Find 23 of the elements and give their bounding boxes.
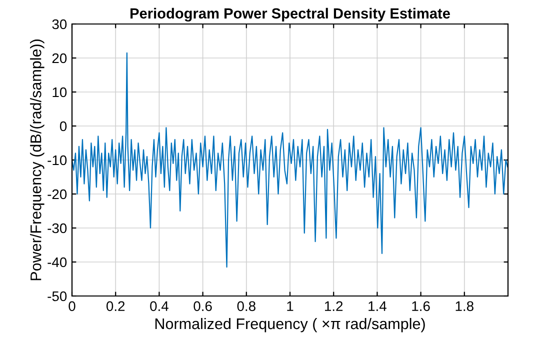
y-tick-label: -20: [48, 189, 67, 200]
y-tick-label: -30: [48, 223, 67, 234]
x-tick-label: 0: [68, 301, 76, 312]
y-tick-label: 10: [52, 87, 67, 98]
y-tick-label: -50: [48, 291, 67, 302]
x-axis-title: Normalized Frequency ( ×π rad/sample): [155, 318, 425, 332]
line-series: [72, 52, 508, 268]
x-tick-label: 1.6: [412, 301, 430, 312]
y-axis-title: Power/Frequency (dB/(rad/sample)): [30, 40, 44, 280]
y-tick-label: -40: [48, 257, 67, 268]
x-tick-label: 0.2: [106, 301, 125, 312]
y-tick-label: 0: [60, 121, 67, 132]
x-tick-label: 1: [287, 301, 294, 311]
x-tick-label: 0.6: [194, 301, 212, 312]
x-tick-label: 0.8: [237, 301, 256, 312]
y-tick-label: 20: [52, 53, 67, 64]
x-tick-label: 0.4: [150, 301, 168, 312]
x-tick-label: 1.8: [456, 301, 474, 312]
chart-title: Periodogram Power Spectral Density Estimate: [130, 8, 450, 22]
y-tick-label: -10: [48, 155, 67, 166]
x-tick-label: 1.2: [325, 301, 343, 311]
y-tick-label: 30: [52, 19, 67, 30]
x-tick-label: 1.4: [368, 301, 386, 311]
